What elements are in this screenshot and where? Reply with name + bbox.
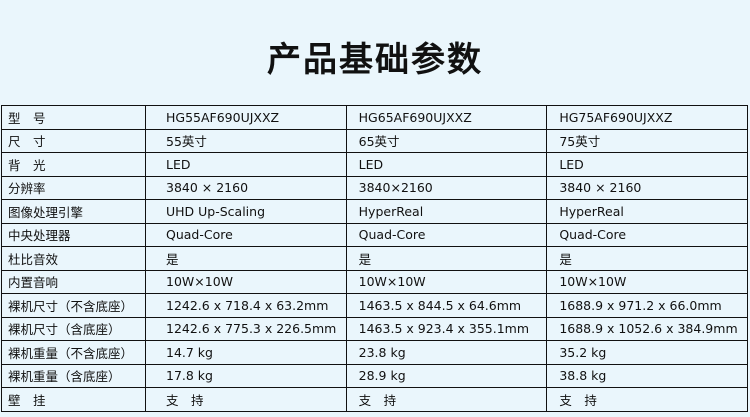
cell-value: 是 [145,246,347,271]
cell-value: LED [345,152,548,177]
table-row: 裸机尺寸（含底座） 1242.6 x 775.3 x 226.5mm 1463.5 … [1,316,748,341]
cell-value: Quad-Core [145,222,347,247]
row-label: 图像处理引擎 [1,199,146,224]
row-label: 壁 挂 [1,387,146,412]
cell-value: 3840×2160 [345,175,548,200]
table-row: 杜比音效是是是 [1,246,748,271]
row-label: 尺 寸 [1,128,146,153]
cell-value: 3840 × 2160 [546,175,748,200]
row-label: 裸机重量（不含底座） [1,340,146,365]
row-label: 内置音响 [1,269,146,294]
cell-value: 28.9 kg [345,363,548,388]
cell-value: Quad-Core [345,222,548,247]
cell-value: 支 持 [345,387,548,412]
table-row: 型 号 HG55AF690UJXXZ HG65AF690UJXXZ HG75AF690… [1,105,748,130]
row-label: 分辨率 [1,175,146,200]
table-row: 裸机尺寸（不含底座） 1242.6 x 718.4 x 63.2mm 1463.5 … [1,293,748,318]
row-label: 裸机尺寸（不含底座） [1,293,146,318]
table-row: 壁 挂支 持支 持支 持 [1,387,748,412]
cell-value: HyperReal [546,199,748,224]
cell-value: LED [546,152,748,177]
cell-value: HG55AF690UJXXZ [145,105,347,130]
cell-value: HG65AF690UJXXZ [345,105,548,130]
cell-value: 3840 × 2160 [145,175,347,200]
row-label: 背 光 [1,152,146,177]
row-label: 裸机尺寸（含底座） [1,316,146,341]
cell-value: 23.8 kg [345,340,548,365]
table-row: 中央处理器 Quad-Core Quad-Core Quad-Core [1,222,748,247]
row-label: 裸机重量（含底座） [1,363,146,388]
cell-value: 14.7 kg [145,340,347,365]
cell-value: 65英寸 [345,128,548,153]
cell-value: UHD Up-Scaling [145,199,347,224]
cell-value: 1242.6 x 775.3 x 226.5mm [145,316,347,341]
row-label: 杜比音效 [1,246,146,271]
cell-value: 10W×10W [546,269,748,294]
table-row: 图像处理引擎 UHD Up-Scaling HyperReal HyperReal [1,199,748,224]
cell-value: 支 持 [546,387,748,412]
table-row: 裸机重量（不含底座） 14.7 kg 23.8 kg 35.2 kg [1,340,748,365]
table-row: 分辨率 3840 × 2160 3840×2160 3840 × 2160 [1,175,748,200]
cell-value: 10W×10W [345,269,548,294]
cell-value: 1242.6 x 718.4 x 63.2mm [145,293,347,318]
cell-value: 38.8 kg [546,363,748,388]
cell-value: HyperReal [345,199,548,224]
spec-table: 型 号 HG55AF690UJXXZ HG65AF690UJXXZ HG75AF690… [1,105,748,412]
row-label: 型 号 [1,105,146,130]
cell-value: 55英寸 [145,128,347,153]
table-row: 背 光 LED LED LED [1,152,748,177]
cell-value: 是 [546,246,748,271]
cell-value: 1463.5 x 844.5 x 64.6mm [345,293,548,318]
cell-value: 17.8 kg [145,363,347,388]
cell-value: 是 [345,246,548,271]
cell-value: 1463.5 x 923.4 x 355.1mm [345,316,548,341]
cell-value: 支 持 [145,387,347,412]
cell-value: HG75AF690UJXXZ [546,105,748,130]
row-label: 中央处理器 [1,222,146,247]
cell-value: Quad-Core [546,222,748,247]
cell-value: 1688.9 x 971.2 x 66.0mm [546,293,748,318]
cell-value: 10W×10W [145,269,347,294]
table-row: 裸机重量（含底座） 17.8 kg 28.9 kg 38.8 kg [1,363,748,388]
table-row: 尺 寸 55英寸 65英寸 75英寸 [1,128,748,153]
page-title: 产品基础参数 [267,40,483,80]
cell-value: 1688.9 x 1052.6 x 384.9mm [546,316,748,341]
cell-value: 75英寸 [546,128,748,153]
cell-value: 35.2 kg [546,340,748,365]
table-row: 内置音响 10W×10W 10W×10W 10W×10W [1,269,748,294]
cell-value: LED [145,152,347,177]
